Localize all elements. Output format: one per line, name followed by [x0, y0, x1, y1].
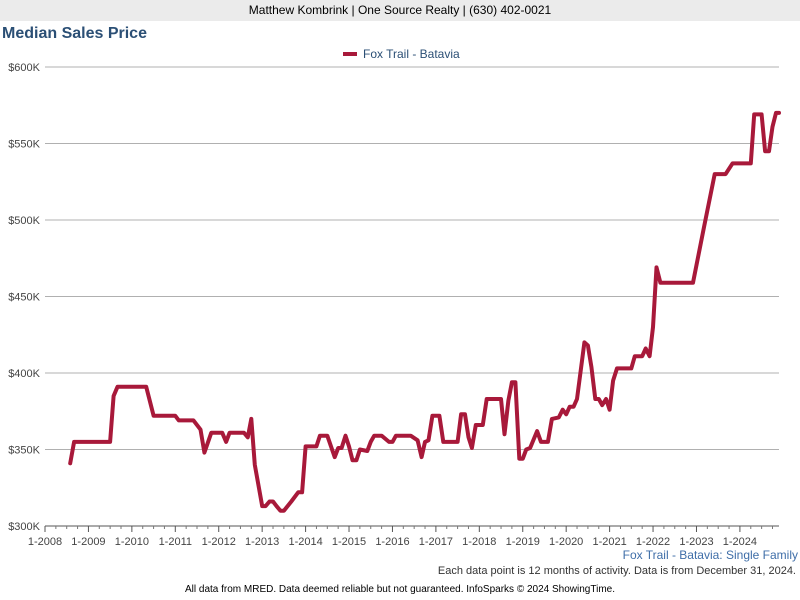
legend[interactable]: Fox Trail - Batavia	[343, 47, 460, 61]
x-tick-label: 1-2011	[159, 536, 192, 548]
x-tick-label: 1-2014	[288, 536, 322, 548]
x-tick-label: 1-2010	[115, 536, 149, 548]
x-tick-label: 1-2022	[636, 536, 670, 548]
x-tick-label: 1-2021	[592, 536, 626, 548]
x-tick-label: 1-2024	[723, 536, 757, 548]
footer-note: Each data point is 12 months of activity…	[437, 565, 796, 577]
x-tick-label: 1-2008	[28, 536, 62, 548]
footer-subtitle: Fox Trail - Batavia: Single Family	[622, 548, 798, 562]
y-tick-label: $550K	[8, 139, 40, 151]
x-tick-label: 1-2023	[679, 536, 713, 548]
x-tick-label: 1-2015	[332, 536, 366, 548]
x-tick-label: 1-2018	[462, 536, 496, 548]
x-tick-label: 1-2020	[549, 536, 583, 548]
y-tick-label: $600K	[8, 62, 40, 74]
x-tick-label: 1-2019	[506, 536, 540, 548]
grid-layer	[45, 66, 779, 527]
y-tick-label: $400K	[8, 368, 40, 380]
x-tick-label: 1-2009	[71, 536, 105, 548]
y-tick-label: $450K	[8, 292, 40, 304]
legend-label: Fox Trail - Batavia	[363, 47, 460, 61]
y-tick-label: $500K	[8, 215, 40, 227]
y-tick-label: $350K	[8, 445, 40, 457]
x-tick-label: 1-2013	[245, 536, 279, 548]
header-bar: Matthew Kombrink | One Source Realty | (…	[0, 0, 800, 21]
axis-layer: $300K $350K $400K $450K $500K $550K $600K 1-200…	[8, 62, 779, 548]
line-chart: Fox Trail - Batavia $300K $350K $400K $450K…	[8, 47, 781, 548]
series-line-0	[68, 110, 781, 513]
x-tick-label: 1-2017	[419, 536, 453, 548]
footer-credit: All data from MRED. Data deemed reliable…	[184, 584, 615, 595]
chart-title: Median Sales Price	[2, 25, 147, 42]
header-text: Matthew Kombrink | One Source Realty | (…	[248, 3, 552, 17]
x-tick-label: 1-2016	[375, 536, 409, 548]
x-tick-label: 1-2012	[202, 536, 236, 548]
series-layer	[68, 110, 781, 513]
y-tick-label: $300K	[8, 521, 40, 533]
